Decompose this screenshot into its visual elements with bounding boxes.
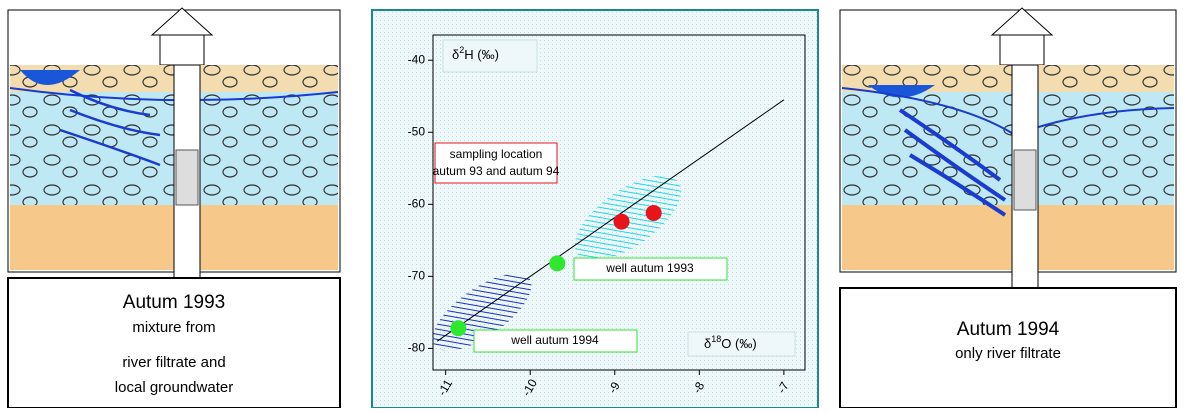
right-caption-box: Autum 1994 only river filtrate bbox=[839, 287, 1177, 409]
caption-title: Autum 1993 bbox=[123, 292, 225, 313]
x-axis-label: δ18O (‰) bbox=[704, 334, 757, 351]
reference-line bbox=[436, 99, 785, 342]
annotation-box bbox=[434, 142, 558, 184]
caption-title: Autum 1994 bbox=[957, 319, 1060, 340]
y-tick-label: -50 bbox=[408, 124, 426, 138]
right-illustration bbox=[839, 7, 1177, 314]
annotation: well autum 1993 bbox=[605, 261, 694, 275]
y-tick-label: -40 bbox=[408, 52, 426, 66]
point bbox=[645, 204, 662, 221]
caption-line: mixture from bbox=[132, 319, 215, 336]
y-axis-label: δ2H (‰) bbox=[452, 45, 499, 62]
point bbox=[450, 320, 467, 337]
annotation: well autum 1994 bbox=[510, 333, 599, 347]
point bbox=[549, 255, 566, 272]
left-caption-box: Autum 1993 mixture from river filtrate a… bbox=[7, 277, 341, 409]
point bbox=[613, 213, 630, 230]
caption-line: local groundwater bbox=[115, 379, 233, 396]
annotation: autum 93 and autum 94 bbox=[433, 164, 560, 178]
annotation-box bbox=[573, 257, 728, 281]
annotation-box bbox=[473, 329, 638, 353]
left-illustration bbox=[7, 7, 341, 306]
chart: δ2H (‰) δ18O (‰) sampling location autum… bbox=[371, 9, 819, 409]
label-box bbox=[687, 331, 796, 357]
annotation: sampling location bbox=[450, 147, 543, 161]
label-box bbox=[442, 39, 538, 73]
y-tick-label: -70 bbox=[408, 269, 426, 283]
y-tick-label: -80 bbox=[408, 341, 426, 355]
caption-line: river filtrate and bbox=[122, 354, 225, 371]
y-tick-label: -60 bbox=[408, 196, 426, 210]
caption-line: only river filtrate bbox=[955, 345, 1061, 362]
